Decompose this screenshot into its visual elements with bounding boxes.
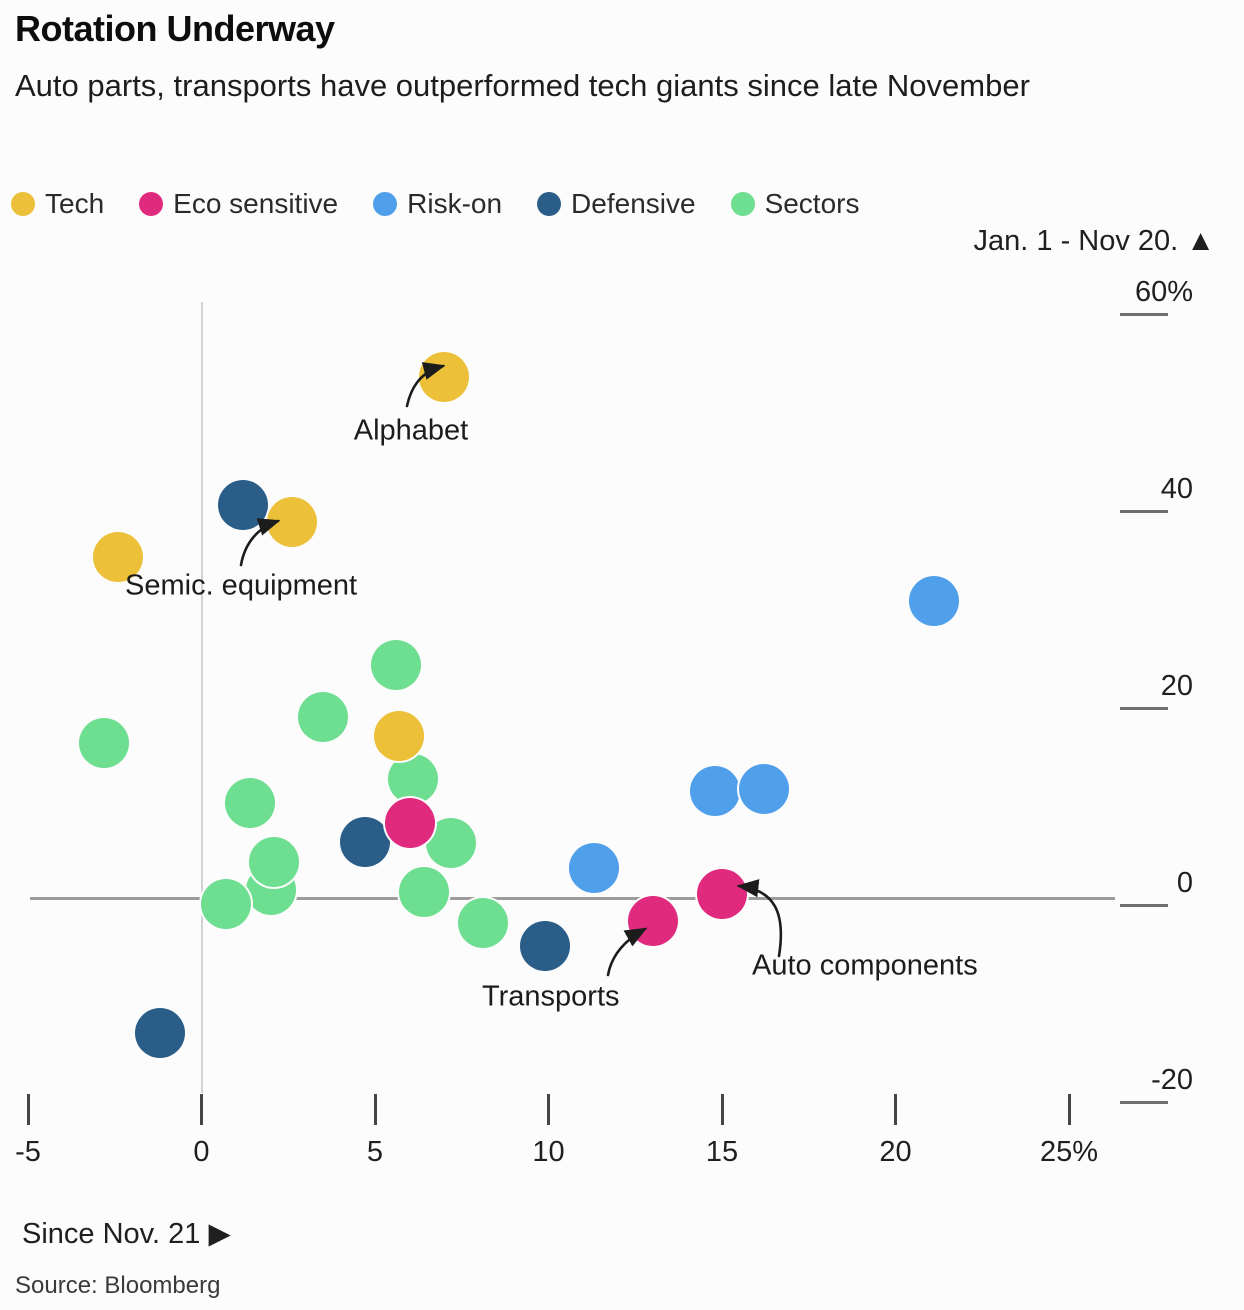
dot-risk-on: [738, 763, 789, 814]
dot-risk-on: [908, 575, 959, 626]
dot-eco-sensitive: [627, 895, 678, 946]
x-tick-label: 25%: [1039, 1136, 1099, 1168]
legend-label: Tech: [45, 188, 105, 219]
y-tick-line: [1120, 1101, 1168, 1104]
annotation-semic-equipment: Semic. equipment: [125, 569, 358, 602]
dot-defensive: [218, 480, 269, 530]
y-tick-label: 0: [1176, 867, 1193, 899]
x-tick-label: 5: [366, 1136, 384, 1168]
x-zero-axis-line: [201, 302, 203, 1093]
legend-item-sectors: Sectors: [730, 188, 860, 220]
x-tick-mark: [200, 1094, 203, 1125]
annotation-transports: Transports: [482, 980, 620, 1013]
annotation-alphabet: Alphabet: [353, 414, 469, 447]
dot-sectors: [297, 691, 348, 742]
dot-sectors: [398, 867, 449, 918]
dot-defensive: [134, 1007, 185, 1058]
dot-sectors: [370, 639, 421, 690]
y-tick-line: [1120, 904, 1168, 907]
legend-dot-icon: [373, 192, 398, 216]
legend-label: Sectors: [764, 188, 860, 219]
x-tick-mark: [373, 1094, 377, 1125]
legend-label: Risk-on: [407, 188, 503, 219]
dot-tech: [374, 711, 425, 762]
legend-label: Eco sensitive: [173, 188, 339, 219]
y-tick-label: 40: [1160, 473, 1193, 505]
dot-defensive: [339, 816, 390, 867]
x-tick-mark: [894, 1094, 897, 1125]
dot-sectors: [225, 778, 276, 829]
dot-sectors: [457, 897, 508, 948]
dot-sectors: [388, 753, 439, 804]
x-tick-mark: [720, 1094, 724, 1125]
dot-defensive: [520, 921, 571, 972]
source-credit: Source: Bloomberg: [15, 1272, 221, 1299]
dot-sectors: [79, 718, 130, 769]
dot-risk-on: [568, 843, 619, 894]
x-tick-mark: [547, 1094, 550, 1125]
chart-subtitle: Auto parts, transports have outperformed…: [15, 68, 1030, 103]
annotation-auto-components: Auto components: [752, 949, 978, 982]
legend-dot-icon: [11, 192, 35, 216]
x-tick-label: 0: [193, 1136, 210, 1168]
x-tick-label: 15: [705, 1136, 739, 1168]
dot-risk-on: [690, 765, 741, 816]
dot-eco-sensitive: [697, 869, 747, 920]
x-tick-label: -5: [15, 1136, 41, 1168]
dot-tech: [266, 496, 317, 547]
x-tick-label: 20: [879, 1136, 912, 1168]
legend-dot-icon: [730, 192, 755, 216]
x-tick-mark: [26, 1094, 30, 1125]
legend-label: Defensive: [571, 188, 696, 219]
legend-dot-icon: [537, 192, 562, 216]
legend-item-tech: Tech: [11, 188, 104, 220]
x-tick-label: 10: [532, 1136, 565, 1168]
y-zero-gridline: [30, 897, 1115, 900]
dot-sectors: [200, 878, 251, 929]
y-tick-label: -20: [1151, 1064, 1193, 1096]
y-tick-line: [1120, 313, 1168, 316]
dot-tech: [93, 532, 144, 583]
y-tick-line: [1120, 510, 1168, 513]
x-tick-mark: [1067, 1094, 1071, 1125]
y-axis-period-label: Jan. 1 - Nov 20. ▲: [973, 225, 1215, 257]
legend-item-eco-sensitive: Eco sensitive: [139, 188, 338, 220]
x-axis-period-label: Since Nov. 21 ▶: [22, 1218, 231, 1250]
dot-sectors: [249, 836, 300, 887]
legend: Tech Eco sensitive Risk-on Defensive Sectors: [11, 188, 860, 220]
legend-dot-icon: [139, 192, 164, 216]
legend-item-risk-on: Risk-on: [373, 188, 502, 220]
legend-item-defensive: Defensive: [537, 188, 696, 220]
dot-tech: [419, 351, 470, 402]
y-tick-label: 60%: [1134, 276, 1193, 308]
chart-title: Rotation Underway: [15, 8, 335, 49]
y-tick-line: [1120, 707, 1168, 710]
dot-eco-sensitive: [384, 798, 435, 849]
y-tick-label: 20: [1160, 670, 1193, 702]
